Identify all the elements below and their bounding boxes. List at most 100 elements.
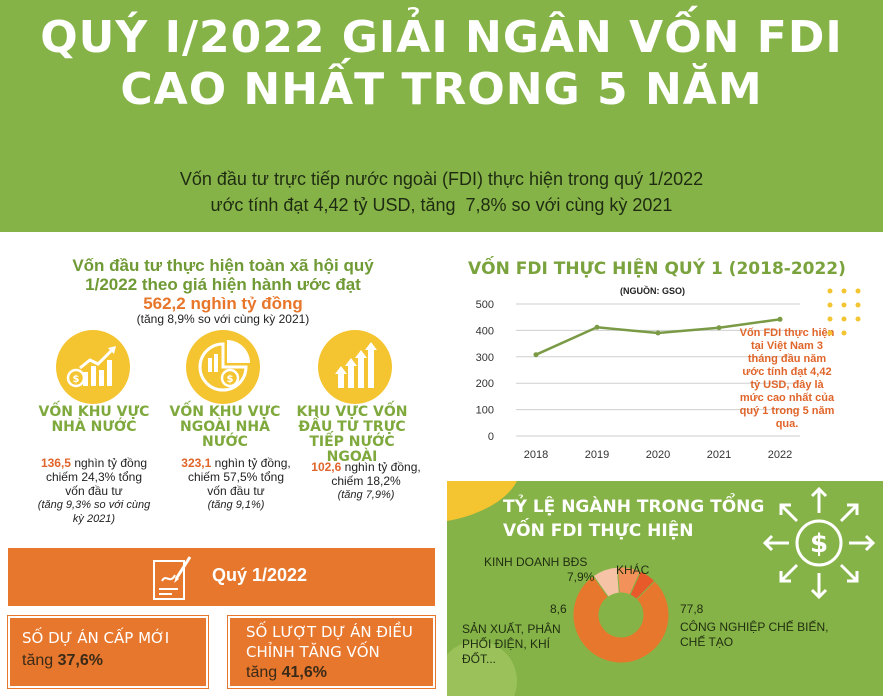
fdi-line-chart: 0 100 200 300 400 500 2018 2019 2020 2021 2022 — [476, 299, 800, 461]
slice-label-other: KHÁC — [616, 563, 650, 577]
investment-heading: Vốn đầu tư thực hiện toàn xã hội quý 1/2… — [18, 256, 428, 313]
header-banner — [0, 0, 883, 232]
slice-label-real-estate: KINH DOANH BĐS — [484, 555, 588, 569]
x-tick-label: 2018 — [524, 449, 548, 461]
chart-source: (NGUỒN: GSO) — [620, 286, 685, 296]
rising-arrows-icon — [318, 330, 392, 404]
slice-value-energy: 8,6 — [550, 602, 567, 616]
sector-fdi-title: KHU VỰC VỐN ĐẦU TƯ TRỰC TIẾP NƯỚC NGOÀI — [294, 405, 410, 465]
annotation-line-1: Vốn FDI thực hiện — [739, 327, 835, 339]
annotation-line-6: mức cao nhất của — [739, 392, 835, 404]
annotation-line-3: tháng đầu năm — [747, 353, 827, 365]
sector-share-panel — [447, 481, 883, 696]
sector-private-value: 323,1 — [181, 456, 212, 470]
x-tick-label: 2019 — [585, 449, 609, 461]
sector-fdi-unit: nghìn tỷ đồng, — [341, 460, 421, 474]
new-projects-title: SỐ DỰ ÁN CẤP MỚI — [22, 629, 170, 647]
y-tick-label: 400 — [476, 325, 494, 337]
adjusted-projects-prefix: tăng — [246, 664, 282, 681]
decor-circle — [447, 641, 517, 696]
donut-slice — [629, 570, 656, 601]
sector-private-share: chiếm 57,5% tổng — [187, 470, 285, 484]
svg-text:$: $ — [810, 529, 828, 559]
sector-fdi-title-line-1: KHU VỰC VỐN — [296, 404, 408, 420]
y-tick-label: 200 — [476, 378, 494, 390]
sector-state-share-2: vốn đầu tư — [65, 484, 123, 498]
adjusted-projects-box: SỐ LƯỢT DỰ ÁN ĐIỀU CHỈNH TĂNG VỐN tăng 4… — [227, 615, 436, 689]
svg-text:$: $ — [227, 374, 234, 385]
decor-blob — [447, 481, 517, 521]
new-projects-box: SỐ DỰ ÁN CẤP MỚI tăng 37,6% — [7, 615, 209, 689]
x-tick-label: 2020 — [646, 449, 670, 461]
sector-state-title: VỐN KHU VỰC NHÀ NƯỚC — [20, 405, 168, 435]
intro-line-2: ước tính đạt 4,42 tỷ USD, tăng 7,8% so v… — [210, 195, 673, 215]
adjusted-projects-title-1: SỐ LƯỢT DỰ ÁN ĐIỀU — [246, 623, 413, 641]
svg-text:$: $ — [73, 374, 80, 385]
slice-label-energy-3: ĐỐT... — [462, 652, 497, 666]
investment-note: (tăng 8,9% so với cùng kỳ 2021) — [136, 312, 310, 326]
sector-state-title-line-1: VỐN KHU VỰC — [38, 404, 150, 420]
sector-private-title-line-3: NƯỚC — [202, 434, 248, 450]
sector-state-growth: (tăng 9,3% so với cùng — [37, 499, 151, 511]
slice-label-energy-2: PHỐI ĐIỆN, KHÍ — [462, 637, 551, 651]
sector-share-title-line-1: TỶ LỆ NGÀNH TRONG TỔNG — [503, 497, 765, 517]
intro-line-1: Vốn đầu tư trực tiếp nước ngoài (FDI) th… — [179, 169, 704, 189]
new-projects-value: tăng 37,6% — [22, 652, 169, 670]
annotation-line-5: tỷ USD, đây là — [750, 379, 824, 391]
sector-state-growth-2: kỳ 2021) — [72, 513, 116, 525]
sector-private-share-2: vốn đầu tư — [207, 484, 265, 498]
slice-value-real-estate: 7,9% — [567, 570, 595, 584]
sector-fdi-title-line-2: ĐẦU TƯ TRỰC — [298, 419, 406, 435]
sector-fdi-growth: (tăng 7,9%) — [337, 489, 395, 501]
slice-label-manufacturing-1: CÔNG NGHIỆP CHẾ BIẾN, — [680, 620, 829, 634]
slice-label-energy: SẢN XUẤT, PHÂN PHỐI ĐIỆN, KHÍ ĐỐT... — [462, 622, 561, 667]
data-point — [533, 352, 539, 358]
sector-private-unit: nghìn tỷ đồng, — [211, 456, 291, 470]
sector-private-growth: (tăng 9,1%) — [207, 499, 265, 511]
sector-state-title-line-2: NHÀ NƯỚC — [51, 419, 137, 435]
sector-state-share: chiếm 24,3% tổng — [45, 470, 143, 484]
quarter-banner — [8, 548, 435, 606]
sector-private-title-line-2: NGOÀI NHÀ — [180, 419, 270, 435]
data-point — [655, 330, 661, 336]
data-point — [777, 316, 783, 322]
sector-private-text: 323,1 nghìn tỷ đồng, chiếm 57,5% tổng vố… — [166, 456, 306, 512]
chart-title: VỐN FDI THỰC HIỆN QUÝ 1 (2018-2022) — [468, 259, 846, 279]
y-tick-label: 300 — [476, 352, 494, 364]
y-tick-label: 0 — [488, 431, 494, 443]
slice-label-manufacturing-2: CHẾ TẠO — [680, 635, 734, 649]
sector-fdi-share: chiếm 18,2% — [331, 474, 401, 488]
sector-state-unit: nghìn tỷ đồng — [70, 456, 148, 470]
investment-total: 562,2 nghìn tỷ đồng — [143, 294, 303, 313]
quarter-label: Quý 1/2022 — [212, 565, 308, 585]
slice-label-energy-1: SẢN XUẤT, PHÂN — [462, 622, 561, 636]
sector-share-title-line-2: VỐN FDI THỰC HIỆN — [503, 521, 694, 541]
growth-chart-icon: $ — [56, 330, 130, 404]
decor-dots — [827, 288, 861, 336]
sector-fdi-title-line-3: TIẾP NƯỚC — [309, 434, 395, 450]
investment-heading-line-2: 1/2022 theo giá hiện hành ước đạt — [85, 275, 361, 294]
annotation-line-4: ước tính đạt 4,42 — [742, 366, 832, 378]
data-point — [594, 324, 600, 330]
data-point — [716, 325, 722, 331]
donut-slice — [572, 575, 670, 664]
y-tick-label: 100 — [476, 405, 494, 417]
x-tick-label: 2021 — [707, 449, 731, 461]
adjusted-projects-title-2: CHỈNH TĂNG VỐN — [246, 643, 380, 661]
title-line-1: QUÝ I/2022 GIẢI NGÂN VỐN FDI — [40, 12, 843, 63]
annotation-line-2: tại Việt Nam 3 — [751, 340, 823, 352]
sector-fdi-title-line-4: NGOÀI — [326, 449, 378, 465]
sector-fdi-value: 102,6 — [311, 460, 342, 474]
sector-share-graphics: $ — [447, 481, 876, 696]
new-projects-percent: 37,6% — [57, 652, 103, 669]
chart-annotation: Vốn FDI thực hiện tại Việt Nam 3 tháng đ… — [728, 327, 846, 431]
sector-fdi-text: 102,6 nghìn tỷ đồng, chiếm 18,2% (tăng 7… — [296, 460, 436, 502]
sector-state-text: 136,5 nghìn tỷ đồng chiếm 24,3% tổng vốn… — [24, 456, 164, 526]
sector-share-title: TỶ LỆ NGÀNH TRONG TỔNG VỐN FDI THỰC HIỆN — [503, 495, 773, 543]
y-tick-label: 500 — [476, 299, 494, 311]
investment-heading-line-1: Vốn đầu tư thực hiện toàn xã hội quý — [72, 256, 374, 275]
adjusted-projects-value: tăng 41,6% — [246, 664, 413, 682]
sector-private-title-line-1: VỐN KHU VỰC — [169, 404, 281, 420]
annotation-line-8: qua. — [775, 418, 799, 430]
sector-donut — [572, 566, 670, 664]
